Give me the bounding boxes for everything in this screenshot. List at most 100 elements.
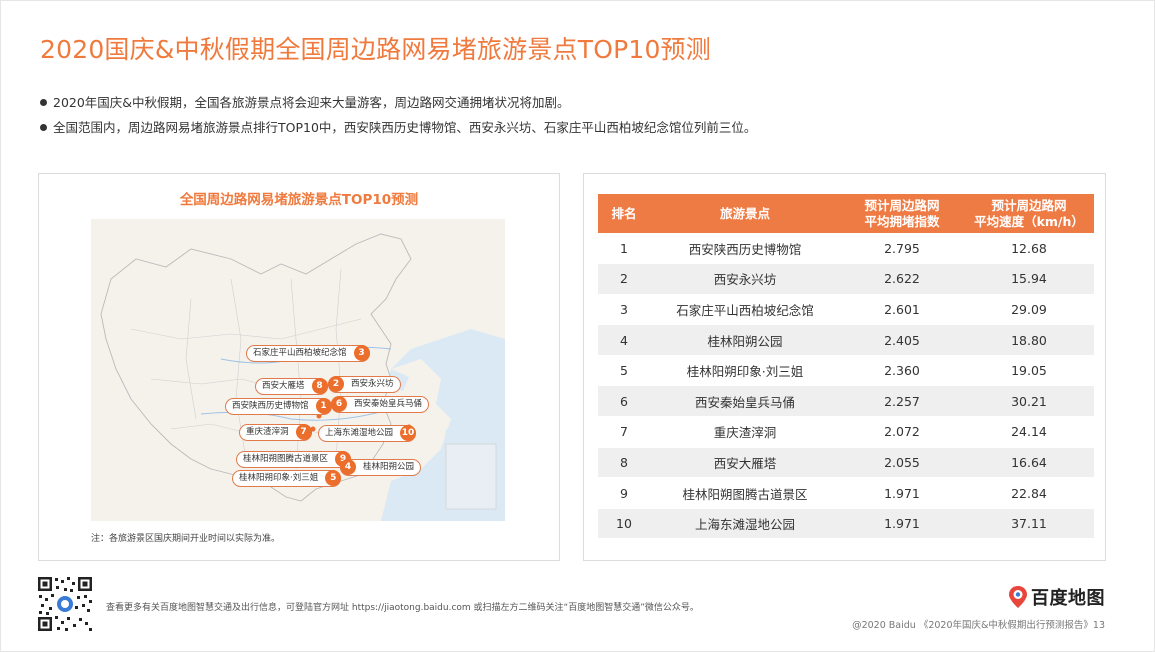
rank-badge: 7: [295, 424, 312, 440]
cell-speed: 12.68: [964, 233, 1094, 265]
rank-badge: 1: [315, 398, 332, 414]
header-rank: 排名: [598, 194, 650, 233]
table-row: 2 西安永兴坊 2.622 15.94: [598, 263, 1094, 295]
cell-speed: 15.94: [964, 263, 1094, 295]
cell-index: 2.360: [840, 355, 964, 387]
cell-rank: 1: [598, 233, 650, 265]
callout-label: 桂林阳朔印象·刘三姐: [239, 473, 319, 483]
cell-index: 2.405: [840, 324, 964, 356]
cell-rank: 8: [598, 447, 650, 479]
map-callout-rank-5: 桂林阳朔印象·刘三姐 5: [232, 470, 342, 487]
callout-label: 桂林阳朔图腾古道景区: [243, 454, 329, 464]
cell-spot: 桂林阳朔公园: [650, 324, 840, 356]
map-callout-rank-2: 2 西安永兴坊: [328, 376, 401, 393]
callout-label: 西安永兴坊: [351, 379, 394, 389]
map-callout-rank-3: 石家庄平山西柏坡纪念馆 3: [246, 345, 370, 362]
page-title: 2020国庆&中秋假期全国周边路网易堵旅游景点TOP10预测: [40, 35, 711, 64]
header-spot: 旅游景点: [650, 194, 840, 233]
cell-spot: 西安大雁塔: [650, 447, 840, 479]
rank-badge: 8: [311, 378, 328, 394]
bullet-item: 全国范围内，周边路网易堵旅游景点排行TOP10中，西安陕西历史博物馆、西安永兴坊…: [40, 118, 756, 143]
cell-index: 2.257: [840, 385, 964, 418]
cell-index: 2.601: [840, 294, 964, 326]
cell-rank: 10: [598, 508, 650, 540]
callout-label: 西安秦始皇兵马俑: [354, 399, 423, 409]
cell-spot: 桂林阳朔印象·刘三姐: [650, 355, 840, 387]
table-row: 8 西安大雁塔 2.055 16.64: [598, 447, 1094, 479]
cell-rank: 3: [598, 294, 650, 326]
callout-label: 桂林阳朔公园: [363, 462, 415, 472]
header-speed: 预计周边路网 平均速度（km/h）: [964, 194, 1094, 233]
table-row: 7 重庆渣滓洞 2.072 24.14: [598, 416, 1094, 448]
callout-label: 上海东滩湿地公园: [325, 428, 394, 438]
map-callout-rank-4: 4 桂林阳朔公园: [340, 459, 422, 476]
cell-speed: 18.80: [964, 324, 1094, 356]
cell-spot: 上海东滩湿地公园: [650, 508, 840, 540]
table-row: 3 石家庄平山西柏坡纪念馆 2.601 29.09: [598, 294, 1094, 326]
cell-index: 1.971: [840, 477, 964, 509]
cell-spot: 西安永兴坊: [650, 263, 840, 295]
cell-index: 2.055: [840, 447, 964, 479]
cell-index: 2.072: [840, 416, 964, 448]
cell-speed: 29.09: [964, 294, 1094, 326]
cell-index: 1.971: [840, 508, 964, 540]
callout-label: 西安大雁塔: [262, 381, 305, 391]
bullet-text: 全国范围内，周边路网易堵旅游景点排行TOP10中，西安陕西历史博物馆、西安永兴坊…: [53, 120, 757, 135]
map-callout-rank-9: 桂林阳朔图腾古道景区 9: [236, 451, 352, 468]
header-index-line1: 预计周边路网: [864, 197, 940, 213]
bullet-item: 2020年国庆&中秋假期，全国各旅游景点将会迎来大量游客，周边路网交通拥堵状况将…: [40, 93, 756, 118]
table-row: 4 桂林阳朔公园 2.405 18.80: [598, 324, 1094, 356]
cell-rank: 2: [598, 263, 650, 295]
cell-index: 2.622: [840, 263, 964, 295]
map-callout-rank-10: 上海东滩湿地公园 10: [318, 425, 417, 442]
map-callout-rank-7: 重庆渣滓洞 7: [239, 424, 312, 441]
cell-speed: 19.05: [964, 355, 1094, 387]
cell-speed: 16.64: [964, 447, 1094, 479]
table-row: 1 西安陕西历史博物馆 2.795 12.68: [598, 233, 1094, 265]
qr-code-icon[interactable]: [37, 576, 93, 632]
cell-speed: 22.84: [964, 477, 1094, 509]
cell-speed: 37.11: [964, 508, 1094, 540]
baidu-map-logo: 百度地图: [1008, 583, 1105, 611]
bullet-text: 2020年国庆&中秋假期，全国各旅游景点将会迎来大量游客，周边路网交通拥堵状况将…: [53, 95, 570, 110]
map-callout-rank-1: 西安陕西历史博物馆 1: [225, 398, 332, 415]
map-footnote: 注：各旅游景区国庆期间开业时间以实际为准。: [91, 534, 281, 544]
summary-bullets: 2020年国庆&中秋假期，全国各旅游景点将会迎来大量游客，周边路网交通拥堵状况将…: [40, 93, 756, 143]
cell-spot: 西安陕西历史博物馆: [650, 233, 840, 265]
table-row: 9 桂林阳朔图腾古道景区 1.971 22.84: [598, 477, 1094, 509]
cell-index: 2.795: [840, 233, 964, 265]
footer-text: 查看更多有关百度地图智慧交通及出行信息，可登陆官方网址 https://jiao…: [106, 603, 699, 613]
cell-spot: 重庆渣滓洞: [650, 416, 840, 448]
table-row: 5 桂林阳朔印象·刘三姐 2.360 19.05: [598, 355, 1094, 387]
map-panel: 全国周边路网易堵旅游景点TOP10预测: [38, 173, 560, 561]
bullet-dot-icon: [40, 99, 47, 106]
table-row: 10 上海东滩湿地公园 1.971 37.11: [598, 508, 1094, 540]
map-title: 全国周边路网易堵旅游景点TOP10预测: [179, 192, 419, 208]
rank-badge: 6: [331, 396, 347, 412]
cell-spot: 石家庄平山西柏坡纪念馆: [650, 294, 840, 326]
table-header-row: 排名 旅游景点 预计周边路网 平均拥堵指数 预计周边路网 平均速度（km/h）: [598, 194, 1094, 233]
callout-label: 石家庄平山西柏坡纪念馆: [253, 348, 347, 358]
cell-speed: 24.14: [964, 416, 1094, 448]
cell-speed: 30.21: [964, 385, 1094, 418]
rank-badge: 2: [328, 376, 344, 392]
callout-label: 重庆渣滓洞: [246, 427, 289, 437]
map-callout-rank-6: 6 西安秦始皇兵马俑: [331, 396, 430, 413]
header-speed-line2: 平均速度（km/h）: [974, 213, 1084, 229]
cell-spot: 西安秦始皇兵马俑: [650, 385, 840, 418]
map-callout-rank-8: 西安大雁塔 8: [255, 378, 328, 395]
bullet-dot-icon: [40, 124, 47, 131]
cell-rank: 6: [598, 385, 650, 418]
baidu-map-pin-icon: [1008, 585, 1028, 609]
table-row: 6 西安秦始皇兵马俑 2.257 30.21: [598, 385, 1094, 418]
cell-rank: 4: [598, 324, 650, 356]
rank-badge: 3: [353, 345, 370, 361]
cell-spot: 桂林阳朔图腾古道景区: [650, 477, 840, 509]
rank-badge: 4: [340, 459, 356, 475]
header-index-line2: 平均拥堵指数: [864, 213, 940, 229]
callout-label: 西安陕西历史博物馆: [232, 401, 309, 411]
rank-badge: 5: [325, 470, 342, 486]
rank-badge: 10: [400, 425, 417, 441]
